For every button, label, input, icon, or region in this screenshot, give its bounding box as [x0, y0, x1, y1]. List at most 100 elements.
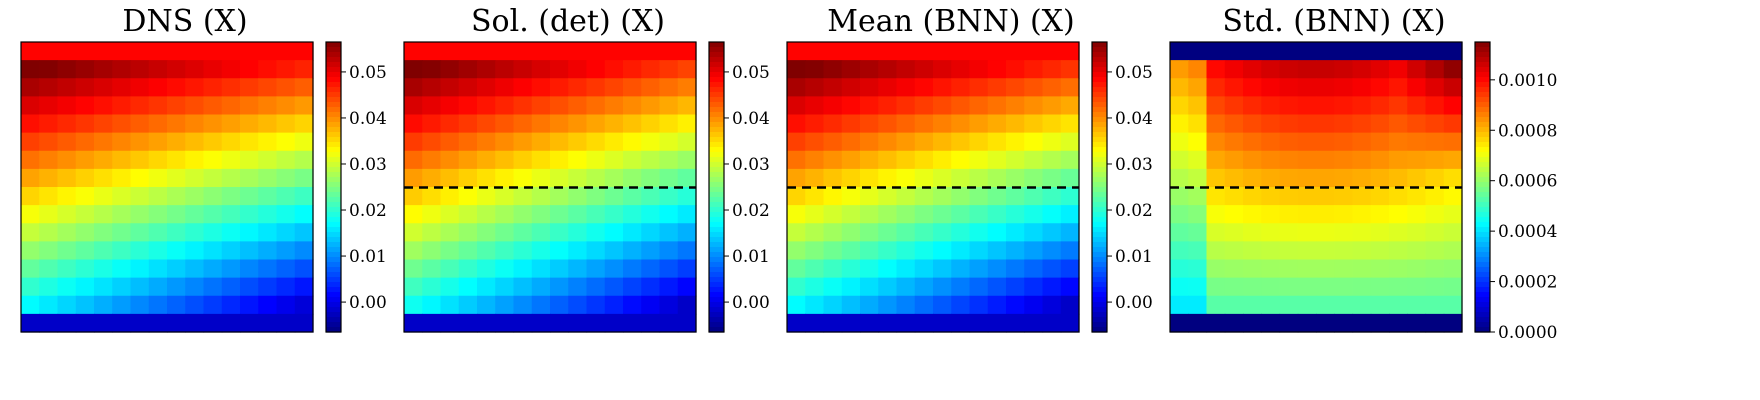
heatmap-cell [586, 60, 606, 79]
heatmap-cell [39, 277, 59, 297]
heatmap-cell [1279, 241, 1299, 261]
colorbar-step [1475, 62, 1490, 68]
heatmap-cell [568, 96, 588, 116]
heatmap-cell [1370, 60, 1390, 79]
heatmap-cell [1206, 259, 1226, 279]
heatmap-cell [987, 114, 1007, 134]
heatmap-cell [805, 259, 825, 279]
colorbar-step [1092, 77, 1107, 83]
heatmap-cell [531, 259, 551, 279]
heatmap-cell [258, 60, 278, 79]
heatmap-cell [896, 277, 916, 297]
heatmap-cell [604, 187, 624, 206]
heatmap-cell [1316, 168, 1335, 188]
heatmap-cell [659, 295, 679, 315]
colorbar-step [1475, 127, 1490, 133]
heatmap-cell [805, 114, 825, 134]
heatmap-cell [1024, 114, 1044, 134]
colorbar-step [709, 72, 724, 78]
heatmap-cell [1261, 96, 1281, 116]
heatmap-cell [1407, 187, 1427, 206]
colorbar-tick-label: 0.00 [732, 293, 770, 313]
heatmap-cell [1188, 114, 1208, 134]
heatmap-cell [422, 259, 442, 279]
heatmap-cell [1024, 42, 1044, 61]
heatmap-cell [75, 132, 95, 152]
heatmap-cell [422, 42, 442, 61]
heatmap-sol-det [403, 41, 697, 333]
heatmap-cell [1389, 223, 1408, 242]
heatmap-cell [1024, 168, 1044, 188]
colorbar-step [326, 327, 341, 333]
heatmap-frame [20, 41, 314, 333]
heatmap-cell [969, 114, 989, 134]
heatmap-cell [1334, 96, 1354, 116]
heatmap-cell [39, 42, 59, 61]
heatmap-cell [659, 313, 679, 333]
heatmap-cell [112, 96, 132, 116]
heatmap-cell [112, 277, 132, 297]
colorbar-step [1475, 187, 1490, 193]
colorbar-step [1092, 177, 1107, 183]
heatmap-cell [550, 60, 569, 79]
heatmap-cell [112, 60, 132, 79]
heatmap-cell [1024, 187, 1044, 206]
colorbar-step [709, 147, 724, 153]
heatmap-cell [294, 313, 314, 333]
colorbar-frame [1474, 41, 1491, 333]
heatmap-cell [659, 259, 679, 279]
heatmap-cell [458, 42, 478, 61]
heatmap-cell [513, 295, 533, 315]
colorbar-tick-label: 0.0008 [1498, 121, 1557, 141]
colorbar-step [326, 182, 341, 188]
heatmap-cell [586, 150, 606, 170]
colorbar-step [1475, 92, 1490, 98]
heatmap-cell [677, 241, 697, 261]
heatmap-cell [148, 60, 168, 79]
colorbar-step [1475, 242, 1490, 248]
heatmap-cell [641, 42, 661, 61]
heatmap-cell [240, 168, 259, 188]
heatmap-cell [1188, 132, 1208, 152]
heatmap-cell [878, 114, 898, 134]
heatmap-cell [805, 96, 825, 116]
heatmap-cell [39, 223, 59, 242]
heatmap-cell [1407, 60, 1427, 79]
colorbar-step [1475, 67, 1490, 73]
heatmap-cell [914, 78, 934, 97]
heatmap-cell [75, 150, 95, 170]
heatmap-cell [1060, 187, 1080, 206]
heatmap-cell [531, 295, 551, 315]
heatmap-cell [258, 132, 278, 152]
heatmap-cell [550, 132, 569, 152]
heatmap-cell [1297, 259, 1317, 279]
heatmap-cell [1425, 132, 1445, 152]
heatmap-cell [1170, 60, 1189, 79]
heatmap-frame [786, 41, 1080, 333]
heatmap-cell [1389, 277, 1408, 297]
heatmap-cell [148, 168, 168, 188]
heatmap-cell [276, 295, 296, 315]
colorbar-step [1475, 297, 1490, 303]
heatmap-cell [203, 132, 223, 152]
heatmap-cell [1297, 96, 1317, 116]
colorbar-step [1092, 287, 1107, 293]
heatmap-cell [878, 313, 898, 333]
heatmap-cell [203, 78, 223, 97]
heatmap-cell [276, 277, 296, 297]
heatmap-cell [878, 150, 898, 170]
heatmap-cell [641, 60, 661, 79]
heatmap-cell [914, 168, 934, 188]
heatmap-cell [1024, 223, 1044, 242]
colorbar-step [1475, 317, 1490, 323]
heatmap-cell [623, 187, 642, 206]
heatmap-cell [914, 187, 934, 206]
heatmap-cell [513, 96, 533, 116]
heatmap-cell [951, 114, 971, 134]
heatmap-cell [1352, 114, 1372, 134]
heatmap-cell [167, 60, 186, 79]
colorbar-step [1092, 102, 1107, 108]
heatmap-cell [1206, 313, 1226, 333]
colorbar-step [1475, 162, 1490, 168]
